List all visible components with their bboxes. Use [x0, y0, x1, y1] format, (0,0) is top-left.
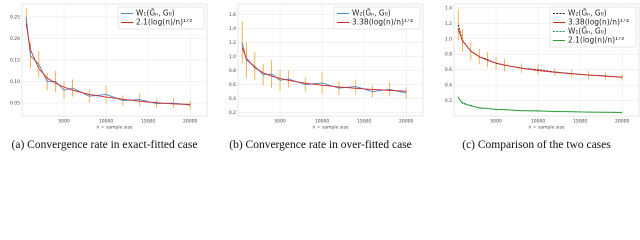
y-tick-label: 0.2	[445, 98, 452, 104]
x-tick-label: 10000	[315, 119, 329, 125]
y-tick-label: 1.6	[229, 12, 236, 18]
y-tick-label: 0.25	[10, 14, 20, 20]
x-tick-label: 15000	[141, 119, 155, 125]
series-line	[457, 97, 623, 113]
legend-box	[549, 6, 637, 48]
legend-label: 2.1(log(n)/n)¹ᐟ²	[136, 18, 192, 27]
legend-label: W₁(Ĝₙ, G₀)	[568, 27, 607, 36]
legend-label: W₂(Ĝₙ, G₀)	[352, 9, 391, 18]
y-tick-label: 0.15	[10, 58, 20, 64]
y-tick-label: 0.2	[229, 110, 236, 116]
y-tick-label: 0.4	[229, 96, 236, 102]
series-line	[457, 28, 623, 78]
x-tick-label: 20000	[615, 119, 629, 125]
y-tick-label: 0.10	[10, 79, 20, 85]
legend-label: W₂(Ĝₙ, G₀)	[568, 9, 607, 18]
x-tick-label: 20000	[183, 119, 197, 125]
y-tick-label: 1.4	[445, 5, 452, 11]
x-tick-label: 10000	[99, 119, 113, 125]
series-line	[241, 47, 407, 92]
x-tick-label: 5000	[274, 119, 286, 125]
y-tick-label: 0.6	[445, 67, 452, 73]
x-tick-label: 20000	[399, 119, 413, 125]
legend-label: W₁(Ĝₙ, G₀)	[136, 9, 175, 18]
page: 0.05 0.10 0.15 0.20 0.25 5000 10000 15000 20000 n…	[9, 3, 640, 151]
x-axis-label: n = sample size	[529, 125, 565, 131]
legend-label: 2.1(log(n)/n)¹ᐟ²	[568, 36, 624, 45]
caption: (c) Comparison of the two cases	[462, 139, 611, 151]
y-tick-label: 0.6	[229, 82, 236, 88]
y-tick-label: 0.4	[445, 83, 452, 89]
x-axis-label: n = sample size	[97, 125, 133, 131]
x-tick-label: 5000	[58, 119, 70, 125]
caption: (a) Convergence rate in exact-fitted cas…	[11, 139, 198, 151]
x-tick-label: 5000	[490, 119, 502, 125]
caption: (b) Convergence rate in over-fitted case	[229, 139, 412, 151]
x-tick-label: 15000	[357, 119, 371, 125]
y-tick-label: 1.2	[445, 21, 452, 27]
legend-label: 3.38(log(n)/n)¹ᐟ⁴	[568, 18, 629, 27]
y-tick-label: 0.8	[445, 52, 452, 58]
legend-box	[117, 6, 205, 30]
y-tick-label: 1.2	[229, 40, 236, 46]
figure: 0.05 0.10 0.15 0.20 0.25 5000 10000 15000 20000 n…	[10, 3, 640, 131]
y-tick-label: 0.20	[10, 36, 20, 42]
y-tick-label: 0.8	[229, 68, 236, 74]
legend-label: 3.38(log(n)/n)¹ᐟ⁴	[352, 18, 413, 27]
series-line	[25, 23, 191, 105]
y-tick-label: 1.0	[445, 36, 452, 42]
legend-box	[333, 6, 421, 30]
y-tick-label: 1.4	[229, 26, 236, 32]
x-tick-label: 10000	[531, 119, 545, 125]
y-tick-label: 1.0	[229, 54, 236, 60]
x-axis-label: n = sample size	[313, 125, 349, 131]
x-tick-label: 15000	[573, 119, 587, 125]
y-tick-label: 0.05	[10, 101, 20, 107]
